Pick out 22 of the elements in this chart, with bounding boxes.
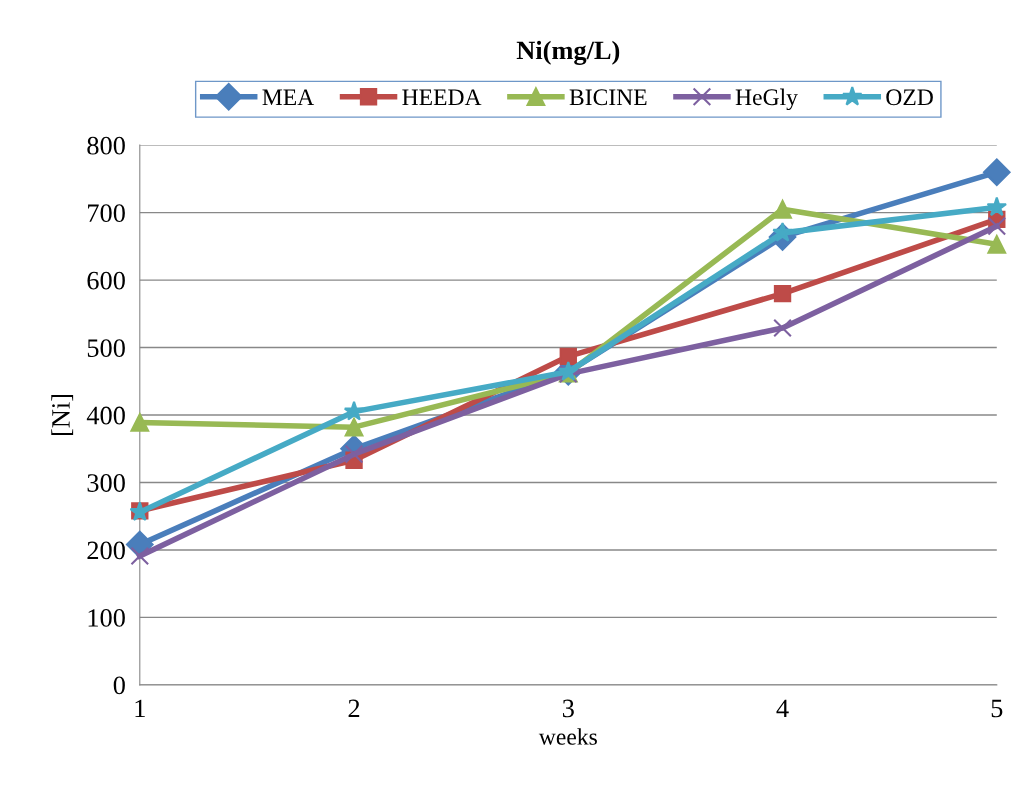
y-tick-label: 500 — [87, 339, 125, 357]
y-axis-title: [Ni] — [51, 394, 74, 436]
legend-label: MEA — [262, 89, 315, 105]
y-tick-label: 600 — [87, 271, 125, 290]
legend-label: HeGly — [735, 88, 798, 111]
y-tick-label: 700 — [88, 204, 125, 223]
y-tick-label: 800 — [87, 136, 125, 155]
y-tick-label: 100 — [88, 609, 125, 627]
legend-label: BICINE — [569, 89, 647, 106]
x-tick-label: 2 — [348, 699, 360, 718]
y-tick-label: 0 — [113, 676, 125, 695]
x-tick-label: 4 — [776, 699, 789, 718]
x-tick-label: 5 — [991, 699, 1003, 718]
x-tick-label: 1 — [135, 699, 145, 718]
legend-label: HEEDA — [402, 89, 482, 106]
chart-title: Ni(mg/L) — [516, 40, 620, 65]
y-tick-label: 400 — [86, 406, 125, 425]
x-tick-label: 3 — [562, 699, 574, 718]
y-tick-label: 300 — [87, 474, 125, 492]
x-axis-title: weeks — [538, 728, 597, 745]
y-tick-label: 200 — [87, 541, 125, 560]
legend-label: OZD — [886, 89, 933, 106]
